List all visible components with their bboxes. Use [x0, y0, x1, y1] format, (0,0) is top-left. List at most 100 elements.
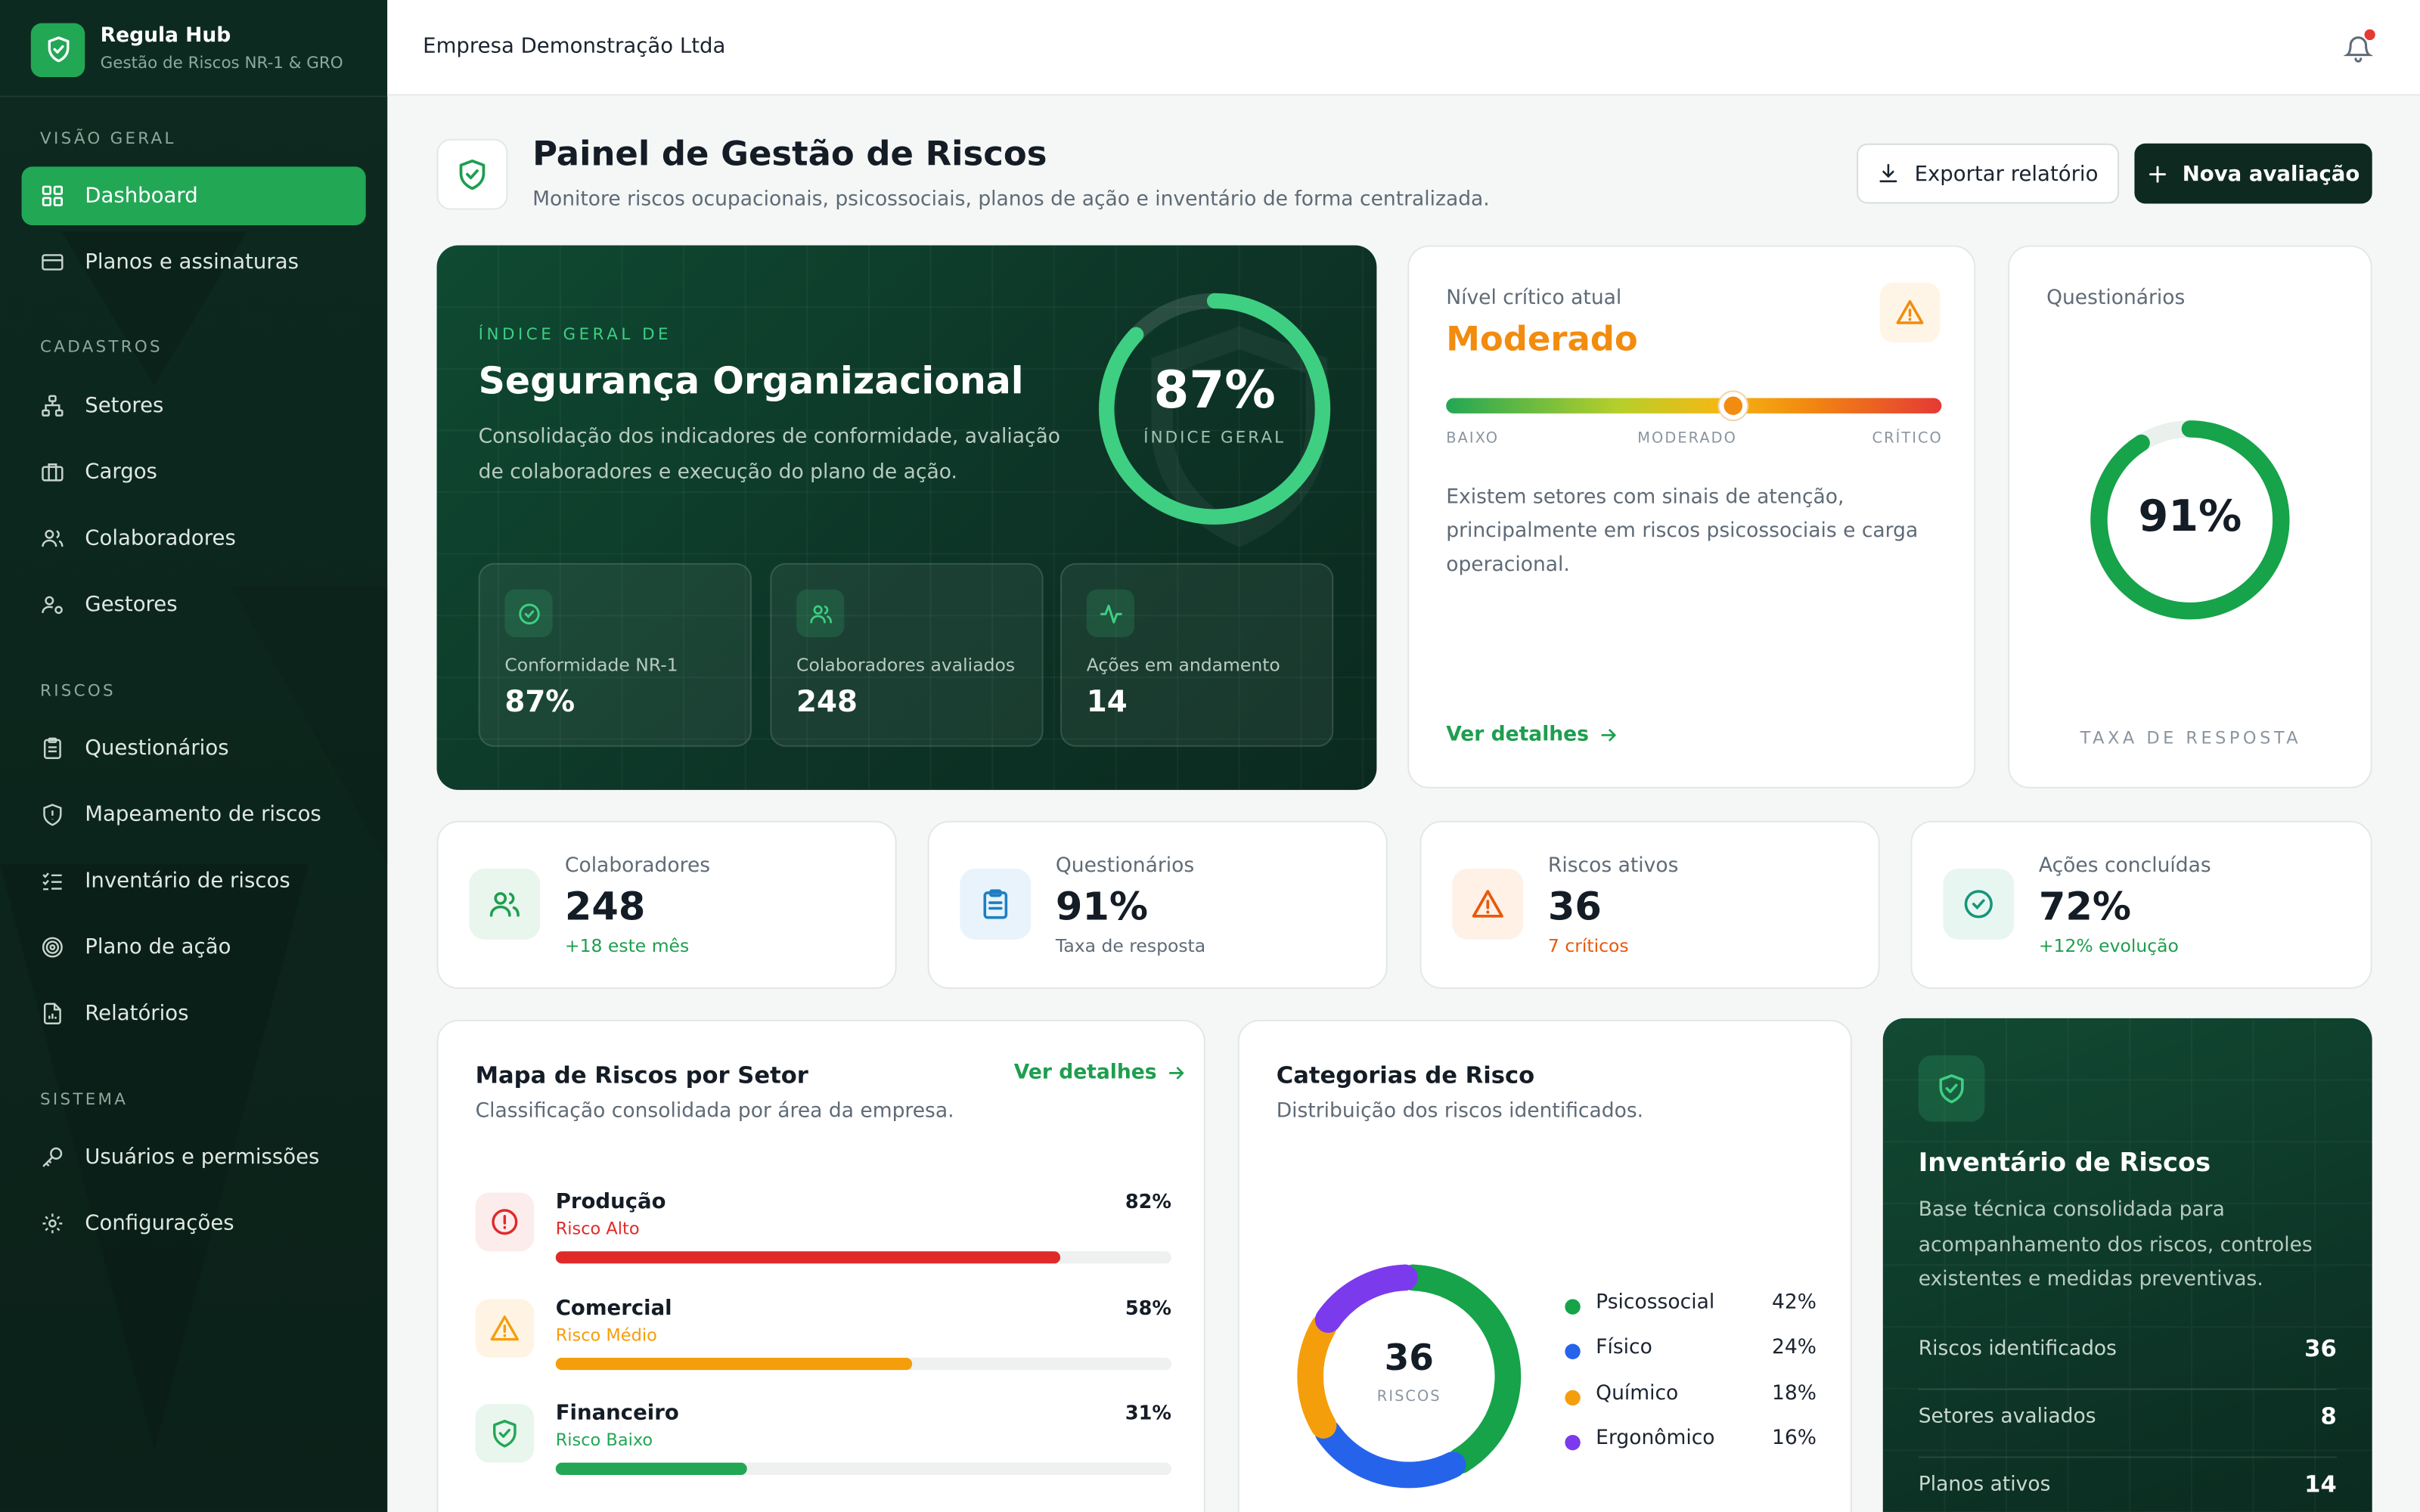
- sector-progress-track: [555, 1357, 1171, 1371]
- sidebar-item-plano-acao[interactable]: Plano de ação: [22, 918, 366, 977]
- sector-row[interactable]: Financeiro Risco Baixo 31%: [475, 1401, 1171, 1487]
- new-evaluation-label: Nova avaliação: [2182, 161, 2360, 186]
- user-cog-icon: [42, 596, 63, 615]
- legend-percent: 16%: [1772, 1427, 1817, 1451]
- export-report-button[interactable]: Exportar relatório: [1857, 143, 2120, 204]
- inventory-row[interactable]: Setores avaliados 8: [1918, 1390, 2337, 1458]
- metric-card-acoes[interactable]: Ações em andamento 14: [1060, 562, 1334, 747]
- sidebar-item-planos[interactable]: Planos e assinaturas: [22, 233, 366, 292]
- sidebar-section-visao-geral: VISÃO GERAL: [40, 129, 176, 148]
- legend-percent: 18%: [1772, 1382, 1817, 1406]
- sidebar-section-cadastros: CADASTROS: [40, 337, 163, 357]
- sidebar-item-setores[interactable]: Setores: [22, 376, 366, 435]
- sector-percent: 31%: [1125, 1401, 1171, 1424]
- stat-sub: Taxa de resposta: [1055, 934, 1206, 957]
- shield-alert-icon: [43, 804, 62, 826]
- sidebar-item-questionarios[interactable]: Questionários: [22, 719, 366, 778]
- legend-percent: 24%: [1772, 1336, 1817, 1359]
- download-icon: [1880, 163, 1898, 183]
- hero-description: Consolidação dos indicadores de conformi…: [478, 426, 1061, 484]
- metric-label: Conformidade NR-1: [504, 654, 678, 676]
- sidebar-item-label: Relatórios: [85, 1001, 189, 1027]
- stat-card-colaboradores[interactable]: Colaboradores 248 +18 este mês: [436, 820, 897, 990]
- sitemap-icon: [42, 395, 64, 417]
- sidebar-item-relatorios[interactable]: Relatórios: [22, 984, 366, 1043]
- sector-progress-track: [555, 1462, 1171, 1476]
- sector-name: Produção: [555, 1189, 666, 1215]
- list-check-icon: [42, 872, 62, 891]
- response-rate-arc: [2090, 420, 2290, 620]
- metric-card-colaboradores[interactable]: Colaboradores avaliados 248: [770, 562, 1044, 747]
- sidebar-item-label: Usuários e permissões: [85, 1145, 320, 1170]
- new-evaluation-button[interactable]: Nova avaliação: [2134, 143, 2372, 204]
- questionnaires-card: Questionários 91% TAXA DE RESPOSTA: [2008, 245, 2372, 789]
- shield-check-icon: [1918, 1055, 1985, 1122]
- legend-dot: [1565, 1343, 1581, 1359]
- shield-check-icon: [475, 1404, 535, 1463]
- sector-details-link[interactable]: Ver detalhes: [1014, 1061, 1188, 1085]
- metric-value: 248: [796, 685, 858, 720]
- sidebar-item-colaboradores[interactable]: Colaboradores: [22, 509, 366, 568]
- inventory-row[interactable]: Planos ativos 14: [1919, 1458, 2337, 1512]
- link-label: Ver detalhes: [1013, 1061, 1157, 1085]
- inventory-row-label: Riscos identificados: [1918, 1337, 2117, 1361]
- categories-subtitle: Distribuição dos riscos identificados.: [1276, 1100, 1644, 1123]
- stat-label: Riscos ativos: [1547, 854, 1679, 878]
- sector-risk-map-card: Mapa de Riscos por Setor Classificação c…: [436, 1019, 1205, 1512]
- page-title: Painel de Gestão de Riscos: [532, 135, 1047, 175]
- plus-icon: [2149, 165, 2167, 182]
- sidebar-item-dashboard[interactable]: Dashboard: [21, 166, 366, 225]
- inventory-row[interactable]: Riscos identificados 36: [1918, 1322, 2337, 1390]
- metric-label: Ações em andamento: [1086, 654, 1280, 676]
- stat-card-riscos-ativos[interactable]: Riscos ativos 36 7 críticos: [1419, 820, 1880, 990]
- donut-total: 36: [1384, 1339, 1434, 1380]
- metric-label: Colaboradores avaliados: [796, 654, 1016, 676]
- gear-icon: [42, 1213, 63, 1234]
- sidebar-item-usuarios[interactable]: Usuários e permissões: [22, 1128, 366, 1187]
- stat-card-questionarios[interactable]: Questionários 91% Taxa de resposta: [927, 820, 1388, 990]
- stat-sub: 7 críticos: [1547, 934, 1629, 957]
- legend-item: Químico 18%: [1565, 1383, 1817, 1414]
- sidebar-item-cargos[interactable]: Cargos: [22, 443, 366, 502]
- inventory-row-label: Planos ativos: [1918, 1473, 2051, 1497]
- sidebar-item-configuracoes[interactable]: Configurações: [22, 1194, 366, 1253]
- sidebar-item-mapeamento[interactable]: Mapeamento de riscos: [22, 785, 366, 844]
- safety-index-ring: [1099, 293, 1331, 525]
- stat-card-acoes-concluidas[interactable]: Ações concluídas 72% +12% evolução: [1910, 820, 2372, 990]
- sidebar-item-label: Configurações: [85, 1211, 234, 1236]
- company-name[interactable]: Empresa Demonstração Ltda: [423, 33, 726, 59]
- sidebar-item-gestores[interactable]: Gestores: [22, 575, 366, 634]
- categories-title: Categorias de Risco: [1276, 1061, 1535, 1089]
- scale-critical-label: CRÍTICO: [1872, 430, 1943, 448]
- sector-row[interactable]: Produção Risco Alto 82%: [475, 1189, 1171, 1275]
- brand[interactable]: Regula Hub Gestão de Riscos NR-1 & GRO: [30, 22, 343, 77]
- sector-progress-track: [555, 1251, 1171, 1264]
- topbar: Empresa Demonstração Ltda: [387, 0, 2420, 96]
- bell-icon: [2343, 36, 2374, 63]
- notification-dot: [2364, 29, 2375, 41]
- risk-inventory-card: Inventário de Riscos Base técnica consol…: [1882, 1018, 2372, 1512]
- clipboard-icon: [43, 737, 61, 759]
- sector-risk-level: Risco Alto: [555, 1219, 640, 1239]
- critical-level-value: Moderado: [1446, 321, 1638, 360]
- sector-row[interactable]: Comercial Risco Médio 58%: [475, 1296, 1171, 1382]
- critical-details-link[interactable]: Ver detalhes: [1446, 723, 1620, 747]
- sector-progress-fill: [555, 1357, 913, 1371]
- sector-percent: 58%: [1125, 1296, 1171, 1319]
- hero-eyebrow: ÍNDICE GERAL DE: [478, 325, 672, 345]
- donut-slice-físico: [1314, 1419, 1466, 1489]
- critical-level-description: Existem setores com sinais de atenção, p…: [1446, 485, 1919, 578]
- critical-level-card: Nível crítico atual Moderado BAIXO MODER…: [1407, 245, 1976, 789]
- sidebar-item-label: Mapeamento de riscos: [85, 802, 321, 827]
- sidebar-item-inventario[interactable]: Inventário de riscos: [22, 852, 366, 911]
- metric-card-conformidade[interactable]: Conformidade NR-1 87%: [478, 562, 752, 747]
- arrow-right-icon: [1602, 729, 1617, 742]
- risk-categories-card: Categorias de Risco Distribuição dos ris…: [1237, 1019, 1852, 1512]
- notifications-button[interactable]: [2343, 29, 2375, 65]
- donut-slice-ergonômico: [1314, 1264, 1418, 1334]
- sector-name: Comercial: [555, 1296, 672, 1321]
- sidebar-item-label: Colaboradores: [85, 525, 236, 551]
- legend-name: Físico: [1596, 1336, 1652, 1359]
- stat-label: Ações concluídas: [2038, 854, 2211, 878]
- legend-item: Físico 24%: [1565, 1336, 1817, 1367]
